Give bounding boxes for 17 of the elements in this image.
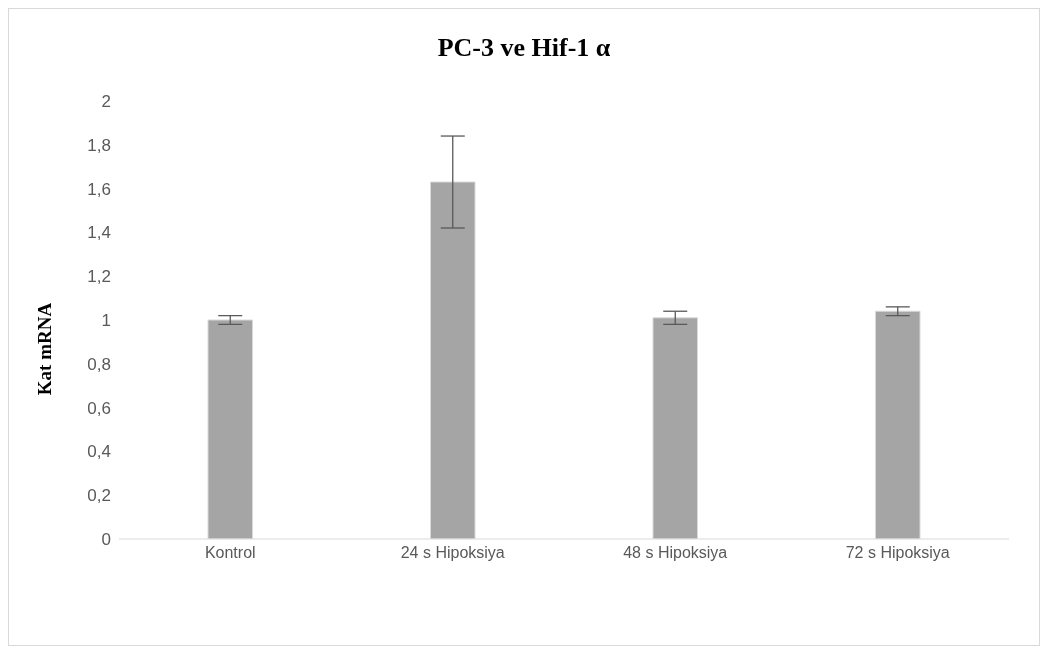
x-tick-label: Kontrol [204, 544, 256, 562]
y-axis-title: Kat mRNA [34, 302, 56, 396]
x-tick-label: 24 s Hipoksiya [400, 544, 505, 562]
y-tick-label: 0 [101, 530, 111, 550]
y-tick-label: 2 [101, 92, 111, 112]
y-tick-label: 0,8 [87, 354, 111, 374]
y-tick-label: 0,4 [87, 442, 111, 462]
y-tick-label: 1,4 [87, 223, 111, 243]
y-tick-label: 0,6 [87, 398, 111, 418]
x-tick-label: 48 s Hipoksiya [623, 544, 728, 562]
y-tick-label: 0,2 [87, 486, 111, 506]
chart-title: PC-3 ve Hif-1 α [436, 33, 612, 63]
x-tick-label: 72 s Hipoksiya [845, 544, 950, 562]
y-tick-label: 1,6 [87, 179, 111, 199]
y-tick-label: 1 [101, 311, 111, 331]
y-tick-label: 1,8 [87, 135, 111, 155]
y-tick-label: 1,2 [87, 267, 111, 287]
